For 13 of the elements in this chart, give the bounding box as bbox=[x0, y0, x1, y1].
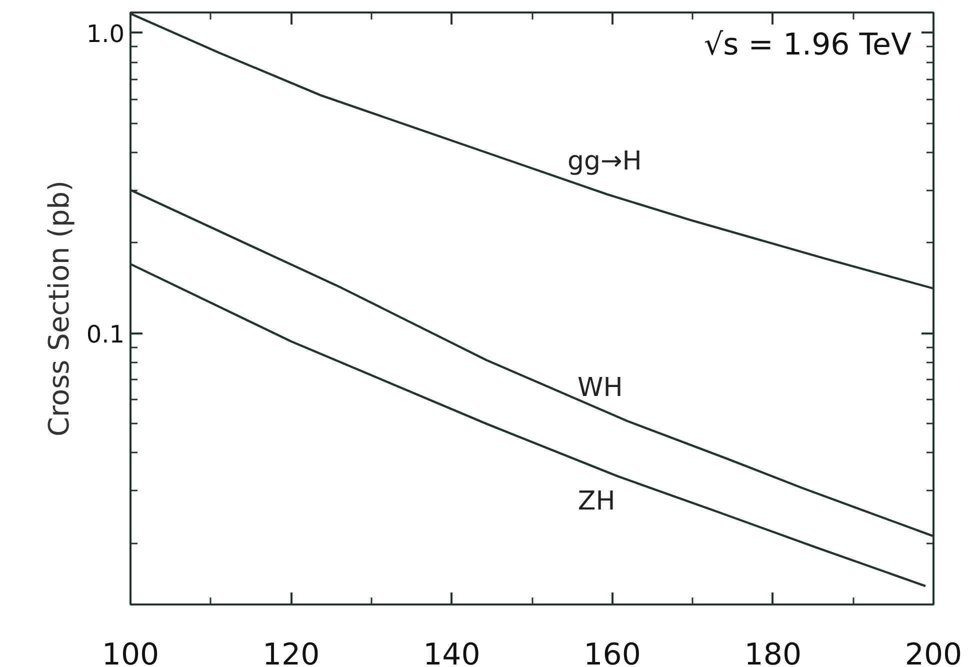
series-label: ZH bbox=[578, 486, 616, 516]
series-label: WH bbox=[578, 373, 623, 404]
series-label: gg→H bbox=[567, 146, 642, 176]
x-tick-label: 100 bbox=[102, 638, 160, 667]
x-tick-label: 160 bbox=[584, 638, 641, 667]
y-tick-label: 1.0 bbox=[86, 20, 125, 48]
annotation: √s = 1.96 TeV bbox=[704, 28, 912, 62]
y-axis-title: Cross Section (pb) bbox=[42, 180, 76, 436]
x-tick-label: 140 bbox=[423, 638, 480, 667]
y-tick-label: 0.1 bbox=[86, 320, 125, 348]
x-tick-label: 200 bbox=[904, 638, 962, 667]
x-tick-label: 120 bbox=[262, 638, 320, 667]
x-tick-label: 180 bbox=[744, 638, 802, 667]
